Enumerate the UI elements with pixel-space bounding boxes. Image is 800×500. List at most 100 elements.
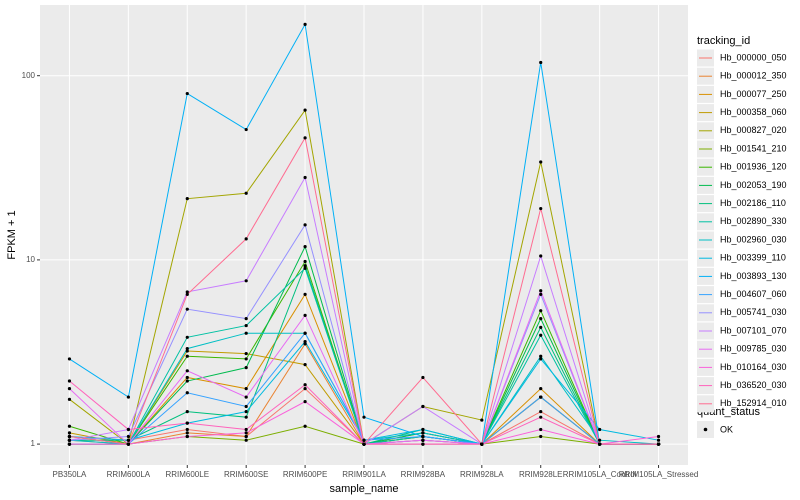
data-point [539, 434, 543, 439]
data-point [480, 442, 484, 446]
data-point [303, 387, 307, 391]
data-point [539, 292, 543, 296]
data-point [67, 431, 72, 435]
data-point [244, 331, 248, 335]
data-point [421, 434, 425, 439]
data-point [303, 136, 307, 140]
x-tick-label: RRIM105LA_Stressed [619, 470, 699, 479]
data-point [539, 60, 543, 65]
legend-label: Hb_005741_030 [720, 307, 787, 317]
data-point [244, 323, 248, 328]
legend-label: Hb_002890_330 [720, 216, 787, 226]
data-point [303, 424, 307, 428]
data-point [244, 366, 248, 370]
data-point [185, 290, 189, 294]
data-point [421, 442, 425, 446]
legend-label: Hb_010164_030 [720, 362, 787, 372]
data-point [185, 375, 189, 380]
data-point [362, 438, 366, 442]
data-point [244, 351, 248, 356]
legend-label: Hb_002186_110 [720, 198, 786, 208]
legend-label: Hb_002053_190 [720, 180, 787, 190]
data-point [185, 307, 189, 311]
data-point [303, 383, 307, 387]
x-tick-label: RRIM105LA_Control [563, 470, 637, 479]
data-point [656, 434, 661, 439]
data-point [67, 379, 72, 383]
legend-label: Hb_003893_130 [720, 271, 787, 281]
data-point [539, 410, 543, 414]
data-point [185, 369, 189, 373]
data-point [656, 438, 661, 442]
data-point [244, 427, 248, 432]
data-point [303, 175, 307, 180]
data-point [303, 223, 307, 227]
legend-label: Hb_009785_030 [720, 344, 787, 354]
x-tick-label: RRIM928LE [519, 470, 563, 479]
x-axis-label: sample_name [329, 483, 398, 495]
data-point [303, 245, 307, 249]
legend-label: Hb_001541_210 [720, 143, 787, 153]
data-point [244, 357, 248, 361]
legend-label: OK [720, 424, 733, 434]
data-point [539, 325, 543, 330]
data-point [67, 442, 72, 446]
data-point [244, 127, 248, 132]
data-point [539, 427, 543, 432]
data-point [303, 266, 307, 270]
data-point [185, 391, 189, 395]
x-tick-label: RRIM928BA [401, 470, 446, 479]
data-point [362, 415, 366, 419]
data-point [244, 317, 248, 321]
x-tick-label: RRIM901LA [342, 470, 386, 479]
data-point [244, 395, 248, 399]
data-point [244, 404, 248, 409]
data-point [303, 331, 307, 335]
data-point [539, 333, 543, 337]
legend-label: Hb_000358_060 [720, 107, 787, 117]
data-point [539, 415, 543, 419]
data-point [244, 431, 248, 435]
data-point [185, 335, 189, 339]
y-axis-label: FPKM + 1 [6, 210, 18, 259]
legend-label: Hb_007101_070 [720, 325, 787, 335]
legend-title: tracking_id [697, 35, 750, 47]
legend-label: Hb_152914_010 [720, 398, 787, 408]
data-point [539, 206, 543, 211]
y-tick-label: 1 [31, 439, 36, 448]
data-point [539, 289, 543, 293]
data-point [67, 424, 72, 428]
legend-label: Hb_001936_120 [720, 162, 787, 172]
x-tick-label: RRIM928LA [460, 470, 504, 479]
data-point [598, 442, 602, 446]
data-point [185, 379, 189, 383]
data-point [185, 421, 189, 425]
data-point [185, 292, 189, 296]
data-point [185, 346, 189, 351]
data-point [303, 342, 307, 346]
data-point [185, 427, 189, 432]
data-point [303, 22, 307, 26]
legend-label: Hb_002960_030 [720, 234, 787, 244]
y-tick-label: 100 [22, 71, 36, 80]
data-point [67, 434, 72, 439]
data-point [539, 160, 543, 164]
data-point [244, 438, 248, 442]
x-tick-label: PB350LA [53, 470, 87, 479]
data-point [185, 349, 189, 353]
data-point [303, 313, 307, 317]
data-point [303, 400, 307, 404]
legend-point [703, 427, 708, 432]
legend-label: Hb_000012_350 [720, 71, 787, 81]
data-point [598, 438, 602, 442]
legend-label: Hb_000077_250 [720, 89, 787, 99]
data-point [244, 279, 248, 283]
data-point [303, 340, 307, 344]
data-point [126, 395, 130, 399]
data-point [539, 357, 543, 361]
data-point [303, 108, 307, 112]
data-point [303, 363, 307, 367]
x-tick-label: RRIM600LA [107, 470, 151, 479]
data-point [67, 397, 72, 401]
